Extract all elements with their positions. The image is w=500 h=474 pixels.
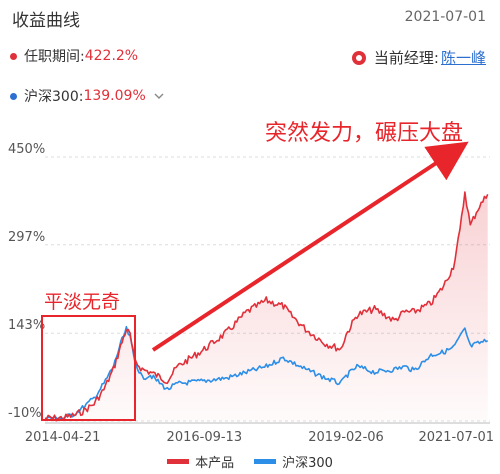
legend-index-label: 沪深300 — [282, 456, 333, 471]
y-tick-label: 297% — [8, 230, 45, 245]
box-annotation: 平淡无奇 — [44, 291, 120, 313]
legend-swatch — [254, 459, 277, 464]
date-label: 2021-07-01 — [404, 9, 486, 25]
trend-arrow — [151, 141, 469, 352]
manager-info: 当前经理: 陈一峰 — [351, 47, 486, 68]
y-tick-label: 143% — [8, 318, 45, 333]
tenure-value: 422.2% — [84, 48, 139, 64]
blue-dot-icon — [10, 92, 17, 100]
x-tick-label: 2021-07-01 — [418, 430, 494, 445]
tenure-stat: 任职期间: 422.2% — [10, 46, 138, 66]
red-dot-icon — [10, 52, 17, 60]
x-tick-label: 2016-09-13 — [167, 430, 243, 445]
page-title: 收益曲线 — [12, 11, 80, 31]
index-stat[interactable]: 沪深300: 139.09% — [10, 86, 164, 106]
product-line — [44, 191, 489, 422]
index-value: 139.09% — [83, 88, 146, 104]
legend-swatch — [167, 459, 190, 464]
tenure-label: 任职期间: — [24, 49, 85, 65]
product-area-fill — [45, 192, 488, 421]
legend-index: 沪深300 — [254, 452, 333, 471]
legend-product: 本产品 — [167, 452, 234, 471]
x-tick-label: 2014-04-21 — [25, 430, 101, 445]
index-label: 沪深300: — [24, 89, 84, 105]
legend-product-label: 本产品 — [195, 456, 235, 471]
highlight-box — [41, 315, 136, 421]
manager-link[interactable]: 陈一峰 — [440, 49, 486, 67]
y-tick-label: -10% — [8, 406, 42, 421]
chart-legend: 本产品 沪深300 — [0, 452, 500, 471]
record-icon — [351, 50, 366, 65]
chevron-down-icon[interactable] — [154, 91, 164, 101]
arrow-annotation: 突然发力，碾压大盘 — [265, 121, 463, 146]
manager-label: 当前经理: — [373, 49, 439, 67]
x-tick-label: 2019-02-06 — [308, 430, 384, 445]
y-tick-label: 450% — [8, 142, 45, 157]
